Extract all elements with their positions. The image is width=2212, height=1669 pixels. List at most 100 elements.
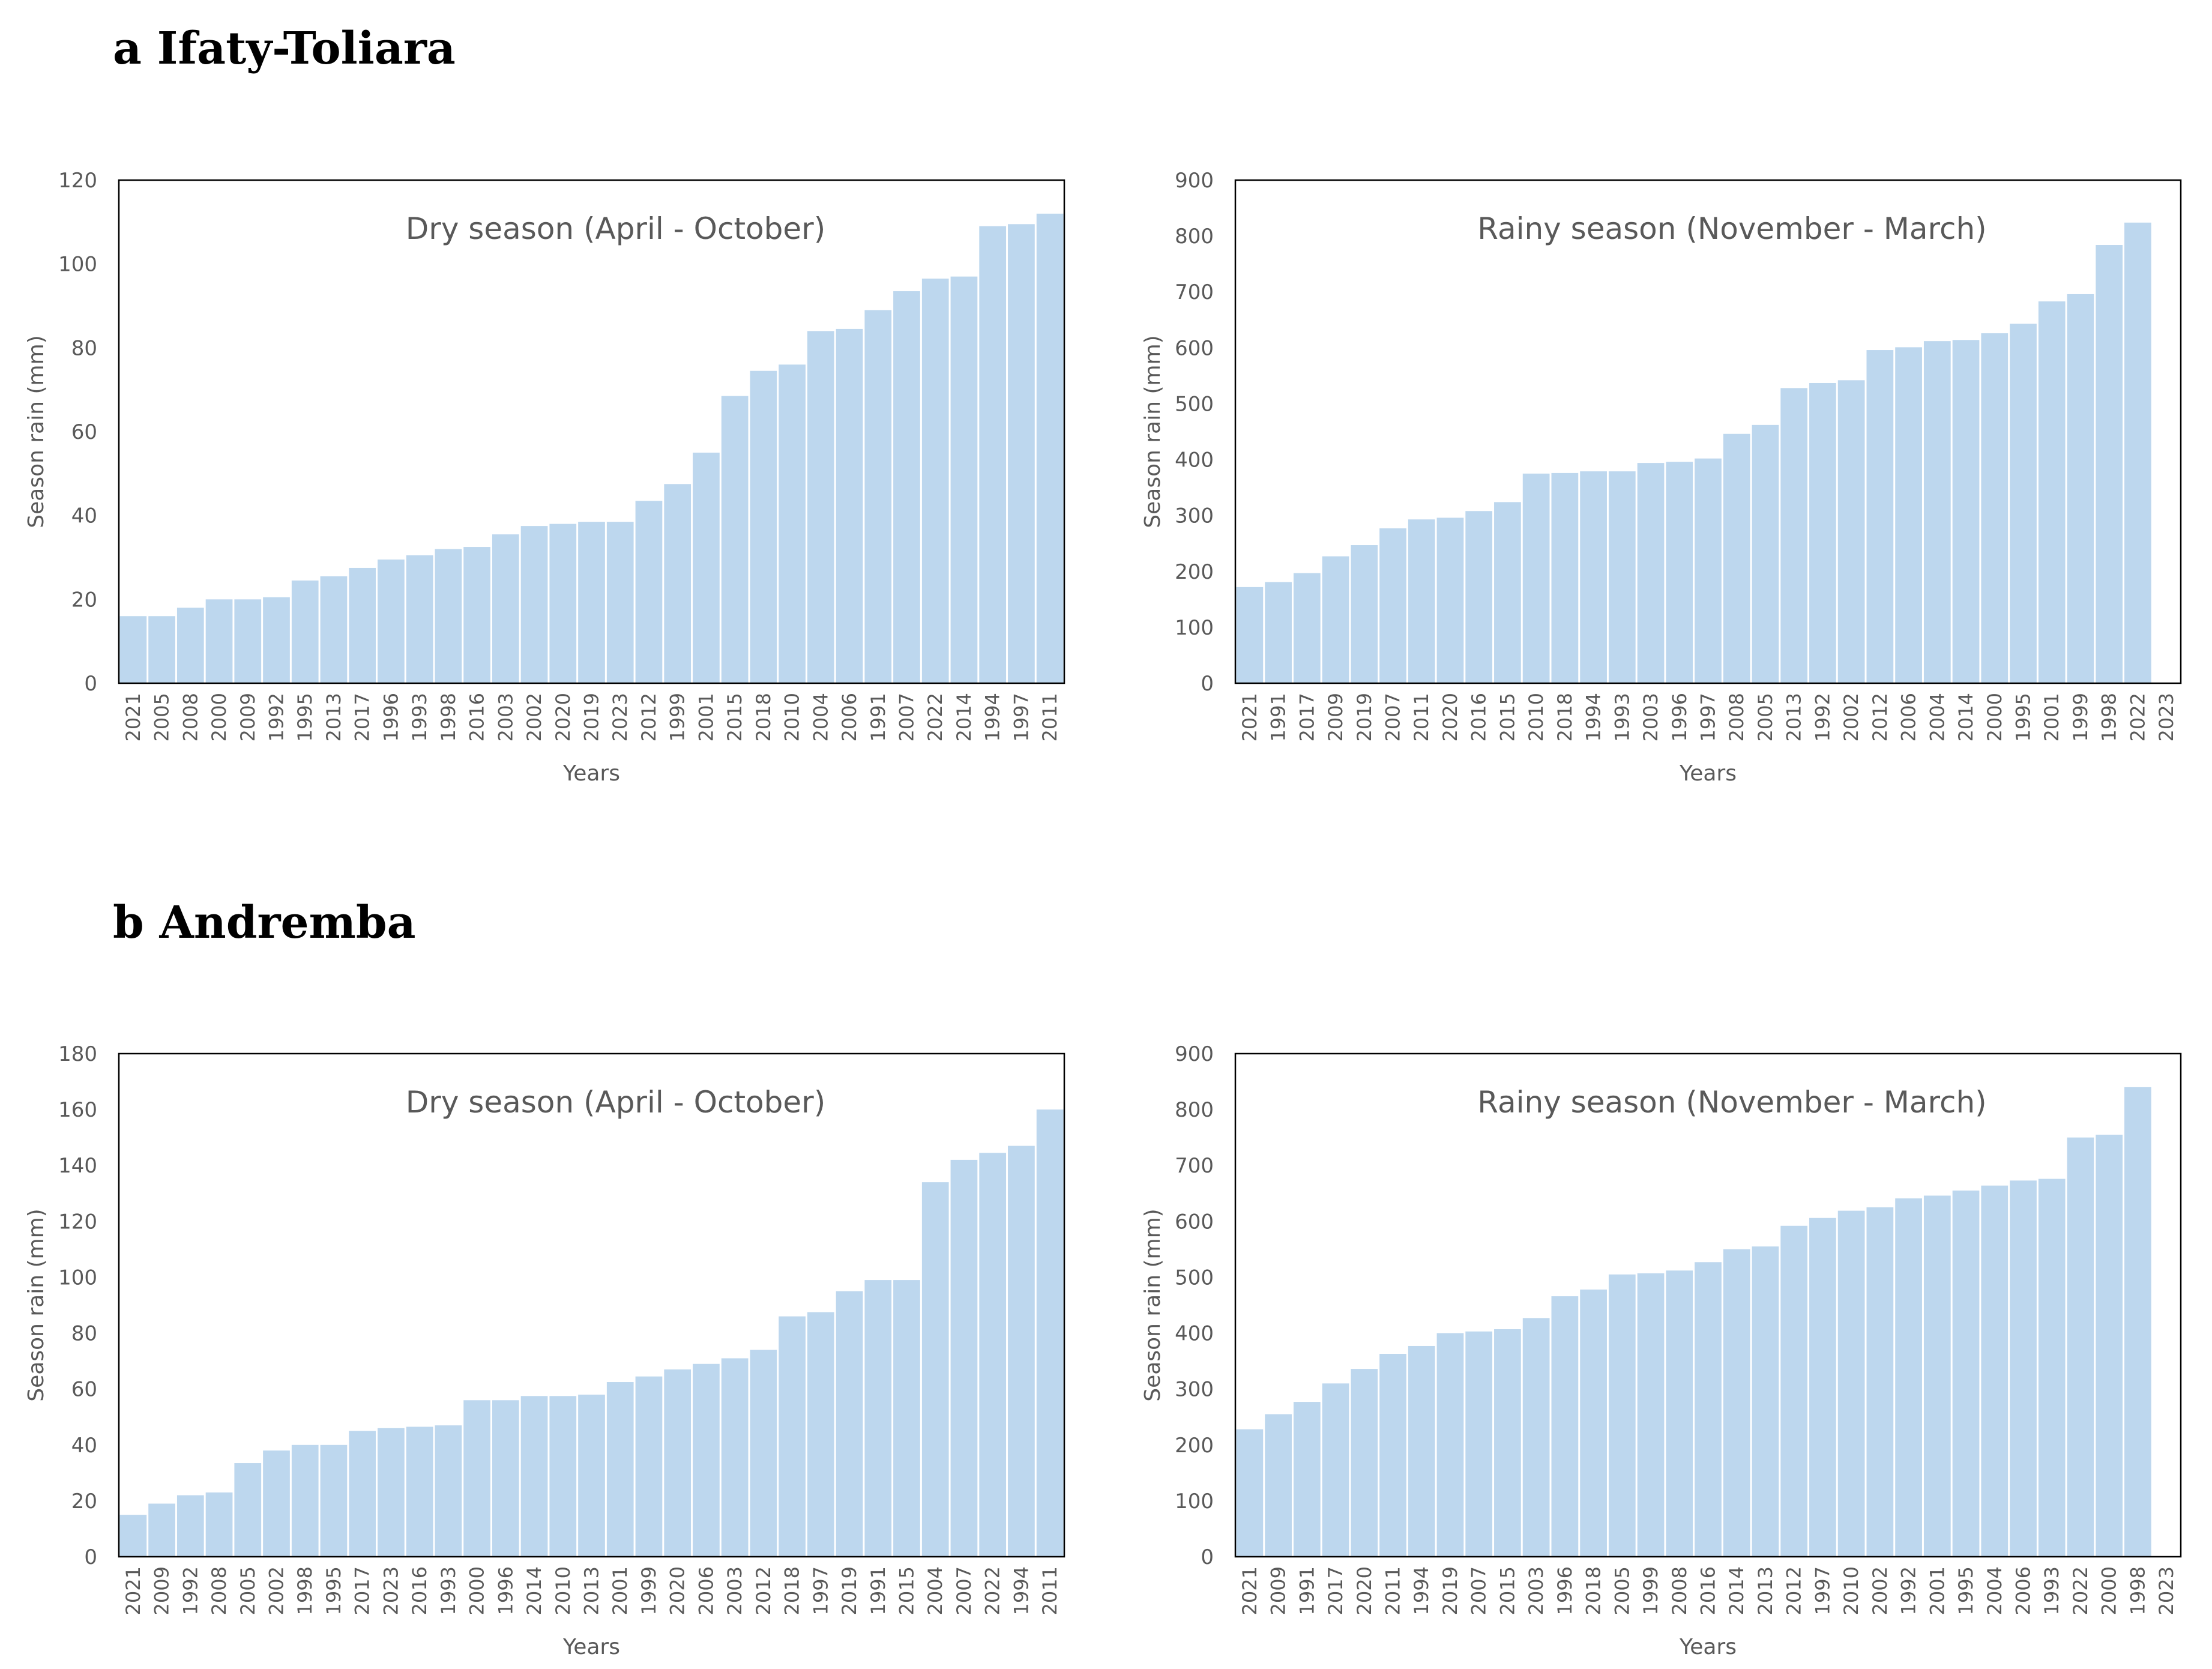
x-tick-label: 2003 bbox=[494, 693, 517, 741]
x-tick-label: 1995 bbox=[2012, 693, 2035, 741]
bar-2012 bbox=[750, 1350, 777, 1557]
x-tick-label: 2006 bbox=[838, 693, 861, 741]
x-tick-label: 2003 bbox=[723, 1566, 746, 1615]
x-axis-label: Years bbox=[562, 761, 620, 786]
y-tick-label: 400 bbox=[1175, 1322, 1214, 1346]
bar-1997 bbox=[1695, 458, 1722, 683]
x-tick-label: 1991 bbox=[1267, 693, 1290, 741]
x-tick-label: 1991 bbox=[867, 693, 890, 741]
x-tick-label: 2019 bbox=[580, 693, 603, 741]
y-tick-label: 20 bbox=[71, 1489, 97, 1514]
y-tick-label: 700 bbox=[1175, 280, 1214, 304]
y-tick-label: 600 bbox=[1175, 336, 1214, 360]
x-tick-label: 2018 bbox=[1554, 693, 1576, 741]
bar-2006 bbox=[1895, 347, 1922, 683]
bar-2006 bbox=[693, 1363, 720, 1557]
x-tick-label: 2015 bbox=[1496, 693, 1519, 741]
bar-2011 bbox=[1408, 519, 1435, 683]
x-tick-label: 2016 bbox=[1468, 693, 1490, 741]
bar-1996 bbox=[1551, 1296, 1579, 1557]
chart-ifaty-dry-season: 0 20 40 60 80 100 120 2021 2005 2008 2000 2009 1992 1… bbox=[24, 169, 1065, 786]
y-tick-label: 60 bbox=[71, 1378, 97, 1402]
bar-1996 bbox=[492, 1400, 519, 1557]
bar-1991 bbox=[864, 310, 892, 683]
bar-2010 bbox=[1522, 473, 1550, 683]
x-tick-label: 2014 bbox=[1954, 693, 1977, 741]
x-tick-label: 2014 bbox=[1725, 1566, 1748, 1615]
y-axis-label: Season rain (mm) bbox=[24, 335, 49, 528]
y-tick-label: 300 bbox=[1175, 504, 1214, 528]
x-tick-label: 2005 bbox=[1611, 1566, 1633, 1615]
x-tick-label: 2023 bbox=[2155, 693, 2178, 741]
x-tick-label: 2021 bbox=[122, 1566, 145, 1615]
x-tick-label: 1993 bbox=[437, 1566, 460, 1615]
y-tick-label: 200 bbox=[1175, 560, 1214, 584]
y-tick-label: 800 bbox=[1175, 225, 1214, 249]
x-tick-label: 2019 bbox=[1353, 693, 1376, 741]
x-tick-label: 2002 bbox=[1840, 693, 1863, 741]
bar-2023 bbox=[606, 522, 634, 683]
bar-2010 bbox=[549, 1396, 577, 1557]
x-tick-label: 2007 bbox=[953, 1566, 975, 1615]
y-tick-label: 600 bbox=[1175, 1210, 1214, 1234]
x-tick-label: 2021 bbox=[1238, 693, 1261, 741]
bar-1993 bbox=[435, 1425, 462, 1557]
x-tick-label: 1994 bbox=[1010, 1566, 1032, 1615]
x-tick-label: 2022 bbox=[2126, 693, 2149, 741]
y-axis-label: Season rain (mm) bbox=[1141, 1209, 1165, 1401]
bar-2009 bbox=[1322, 556, 1349, 683]
y-tick-label: 80 bbox=[71, 1322, 97, 1346]
x-tick-label: 2011 bbox=[1382, 1566, 1405, 1615]
y-tick-label: 20 bbox=[71, 588, 97, 612]
y-tick-label: 120 bbox=[58, 1210, 97, 1234]
bar-2001 bbox=[2038, 301, 2066, 683]
bar-2023 bbox=[378, 1428, 405, 1557]
x-tick-label: 2003 bbox=[1639, 693, 1662, 741]
bar-2008 bbox=[205, 1492, 233, 1557]
x-tick-label: 2012 bbox=[752, 1566, 775, 1615]
bar-2009 bbox=[148, 1503, 175, 1557]
bar-2021 bbox=[119, 1515, 147, 1557]
x-tick-label: 1997 bbox=[1811, 1566, 1834, 1615]
y-tick-label: 100 bbox=[1175, 1489, 1214, 1514]
bar-2008 bbox=[1723, 433, 1750, 683]
bar-2022 bbox=[2124, 222, 2151, 684]
x-tick-label: 2016 bbox=[466, 693, 489, 741]
bar-1992 bbox=[1895, 1198, 1922, 1557]
plot-frame bbox=[118, 1052, 1065, 1558]
bar-2005 bbox=[1608, 1274, 1636, 1557]
x-tick-label: 2010 bbox=[1525, 693, 1547, 741]
x-tick-label: 2007 bbox=[1468, 1566, 1490, 1615]
x-tick-label: 2017 bbox=[351, 1566, 374, 1615]
y-tick-label: 140 bbox=[58, 1154, 97, 1178]
x-tick-label: 1994 bbox=[1410, 1566, 1433, 1615]
x-tick-label: 2015 bbox=[723, 693, 746, 741]
bar-2010 bbox=[1837, 1210, 1865, 1557]
bar-2009 bbox=[1265, 1414, 1292, 1557]
y-tick-label: 0 bbox=[1201, 1545, 1214, 1569]
x-tick-label: 1993 bbox=[2040, 1566, 2063, 1615]
y-tick-label: 200 bbox=[1175, 1434, 1214, 1458]
y-tick-label: 40 bbox=[71, 504, 97, 528]
y-tick-label: 900 bbox=[1175, 1042, 1214, 1066]
x-tick-label: 1995 bbox=[1954, 1566, 1977, 1615]
bar-2012 bbox=[635, 501, 663, 683]
bar-2002 bbox=[520, 526, 548, 683]
bar-2021 bbox=[1236, 1429, 1264, 1557]
x-tick-label: 1994 bbox=[1582, 693, 1605, 741]
bar-1998 bbox=[2124, 1087, 2151, 1557]
bar-1996 bbox=[1666, 462, 1693, 683]
x-tick-label: 2006 bbox=[1897, 693, 1920, 741]
y-tick-label: 100 bbox=[58, 253, 97, 277]
bar-2005 bbox=[148, 616, 175, 683]
x-tick-label: 2018 bbox=[1582, 1566, 1605, 1615]
y-tick-label: 500 bbox=[1175, 1266, 1214, 1290]
x-tick-label: 1992 bbox=[179, 1566, 202, 1615]
y-tick-label: 0 bbox=[1201, 672, 1214, 696]
x-tick-label: 1998 bbox=[294, 1566, 316, 1615]
bar-1996 bbox=[378, 559, 405, 683]
chart-andremba-rainy-season: 0 100 200 300 400 500 600 700 800 900 2021 2009 1991… bbox=[1141, 1042, 2182, 1659]
bar-1999 bbox=[635, 1376, 663, 1557]
bar-2020 bbox=[1351, 1369, 1378, 1557]
bar-2021 bbox=[119, 616, 147, 683]
